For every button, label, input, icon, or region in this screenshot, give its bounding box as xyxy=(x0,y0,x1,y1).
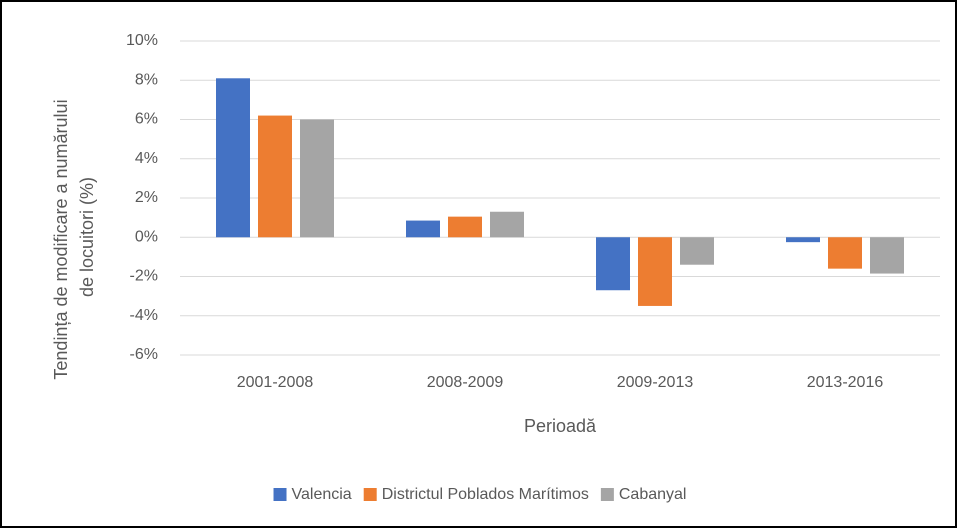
y-tick-label: -6% xyxy=(130,346,158,363)
legend-swatch xyxy=(600,488,614,501)
x-tick-label: 2001-2008 xyxy=(237,374,314,391)
legend-label: Cabanyal xyxy=(619,486,687,503)
bar xyxy=(828,237,862,269)
y-tick-label: 2% xyxy=(135,189,158,206)
y-tick-label: 6% xyxy=(135,111,158,128)
bar xyxy=(786,237,820,243)
y-tick-label: -2% xyxy=(130,268,158,285)
y-axis-title-line: Tendința de modificare a numărului xyxy=(51,99,71,379)
legend-swatch xyxy=(363,488,377,501)
legend-label: Districtul Poblados Marítimos xyxy=(382,486,589,503)
y-tick-label: -4% xyxy=(130,307,158,324)
y-tick-label: 10% xyxy=(126,32,158,49)
bar xyxy=(216,78,250,238)
bar xyxy=(870,237,904,274)
x-axis-title: Perioadă xyxy=(524,416,597,436)
y-axis-title-line: de locuitori (%) xyxy=(77,177,97,297)
x-tick-label: 2008-2009 xyxy=(427,374,504,391)
y-tick-label: 8% xyxy=(135,71,158,88)
bar xyxy=(596,237,630,291)
bar xyxy=(300,119,334,238)
x-tick-label: 2009-2013 xyxy=(617,374,694,391)
x-tick-label: 2013-2016 xyxy=(807,374,884,391)
bar xyxy=(680,237,714,265)
bar xyxy=(258,115,292,238)
y-axis-title: Tendința de modificare a numărului de lo… xyxy=(51,94,97,379)
y-tick-label: 4% xyxy=(135,150,158,167)
bar xyxy=(448,216,482,238)
legend-label: Valencia xyxy=(292,486,352,503)
legend-swatch xyxy=(273,488,287,501)
bar xyxy=(406,220,440,238)
y-tick-label: 0% xyxy=(135,228,158,245)
bar xyxy=(490,211,524,238)
bar xyxy=(638,237,672,306)
